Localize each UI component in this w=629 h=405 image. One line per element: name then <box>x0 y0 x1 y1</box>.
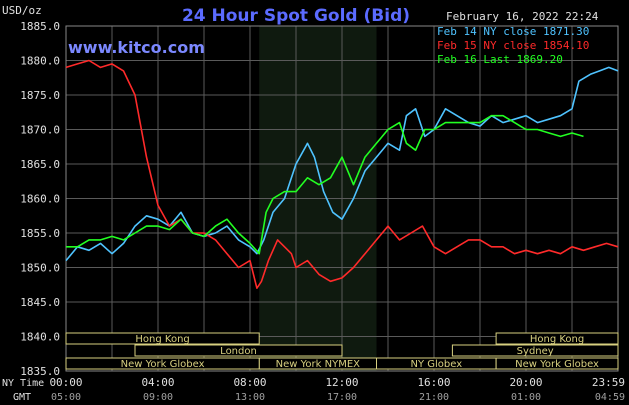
series-lines <box>65 59 619 290</box>
y-unit-label: USD/oz <box>2 4 42 17</box>
session-label: New York Globex <box>515 359 599 370</box>
legend: Feb 14 NY close 1871.30 Feb 15 NY close … <box>437 25 589 66</box>
y-tick-label: 1845.0 <box>20 296 60 309</box>
session-bar: NY Globex <box>376 357 497 370</box>
session-label: NY Globex <box>410 359 462 370</box>
x-tick-gmt: 01:00 <box>511 392 541 403</box>
y-tick-label: 1870.0 <box>20 124 60 137</box>
x-tick-gmt: 13:00 <box>235 392 265 403</box>
x-axis-ticks: 00:00 04:00 08:00 12:00 16:00 20:00 23:59 05:00… <box>49 376 625 403</box>
gmt-label: GMT <box>13 392 31 403</box>
session-bar: Sydney <box>451 344 619 357</box>
x-tick-ny: 12:00 <box>325 376 358 389</box>
x-tick-gmt: 05:00 <box>51 392 81 403</box>
y-tick-label: 1875.0 <box>20 89 60 102</box>
legend-entry-feb15: Feb 15 NY close 1854.10 <box>437 39 589 52</box>
session-bar: New York NYMEX <box>258 357 378 370</box>
x-tick-ny: 00:00 <box>49 376 82 389</box>
session-label: Sydney <box>517 346 554 357</box>
session-bar: Hong Kong <box>495 332 619 345</box>
y-tick-label: 1840.0 <box>20 331 60 344</box>
y-tick-label: 1850.0 <box>20 262 60 275</box>
session-box <box>451 344 619 357</box>
session-bar: Hong Kong <box>65 332 260 345</box>
y-tick-label: 1855.0 <box>20 227 60 240</box>
market-sessions: Hong Kong Hong Kong London Sydney New York N… <box>65 332 619 370</box>
kitco-watermark: www.kitco.com <box>68 38 205 57</box>
y-tick-label: 1885.0 <box>20 20 60 33</box>
ny-time-label: NY Time <box>2 378 44 389</box>
y-tick-label: 1860.0 <box>20 193 60 206</box>
session-label: Hong Kong <box>530 334 584 345</box>
series-line-0 <box>65 66 619 262</box>
y-tick-label: 1865.0 <box>20 158 60 171</box>
series-line-1 <box>65 59 619 290</box>
legend-entry-feb16: Feb 16 Last 1869.20 <box>437 53 563 66</box>
series-line-2 <box>66 114 584 255</box>
x-tick-gmt: 21:00 <box>419 392 449 403</box>
session-label: London <box>220 346 257 357</box>
session-box <box>134 344 343 357</box>
y-axis-ticks: 1835.0 1840.0 1845.0 1850.0 1855.0 1860.0 1865… <box>20 20 60 378</box>
x-tick-ny: 16:00 <box>417 376 450 389</box>
x-tick-gmt: 17:00 <box>327 392 357 403</box>
x-tick-ny: 08:00 <box>233 376 266 389</box>
x-tick-ny: 23:59 <box>592 376 625 389</box>
session-box <box>65 357 260 370</box>
x-tick-gmt: 04:59 <box>595 392 625 403</box>
session-bar: London <box>134 344 343 357</box>
session-label: Hong Kong <box>135 334 189 345</box>
session-box <box>495 332 619 345</box>
session-bar: New York Globex <box>65 357 260 370</box>
y-tick-label: 1880.0 <box>20 55 60 68</box>
plot-frame <box>65 25 619 372</box>
session-bar: New York Globex <box>495 357 619 370</box>
x-tick-gmt: 09:00 <box>143 392 173 403</box>
y-tick-label: 1835.0 <box>20 365 60 378</box>
session-label: New York Globex <box>121 359 205 370</box>
x-tick-ny: 20:00 <box>509 376 542 389</box>
x-tick-ny: 04:00 <box>141 376 174 389</box>
chart-date: February 16, 2022 22:24 <box>446 10 599 23</box>
session-box <box>495 357 619 370</box>
session-label: New York NYMEX <box>276 359 361 370</box>
legend-entry-feb14: Feb 14 NY close 1871.30 <box>437 25 589 38</box>
chart-title: 24 Hour Spot Gold (Bid) <box>182 6 410 26</box>
session-box <box>65 332 260 345</box>
